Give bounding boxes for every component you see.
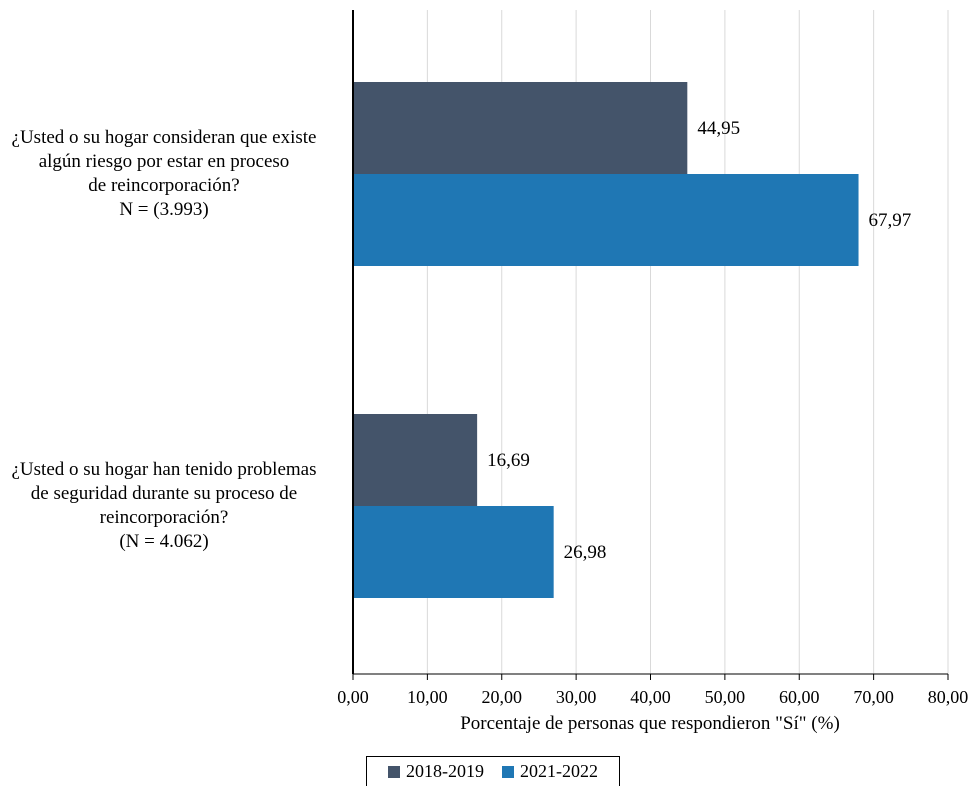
x-tick-label: 40,00 — [630, 687, 671, 707]
x-tick-label: 0,00 — [337, 687, 369, 707]
legend-label: 2021-2022 — [520, 761, 598, 781]
legend-item-2018-2019: 2018-2019 — [388, 761, 484, 782]
x-tick-label: 50,00 — [705, 687, 746, 707]
data-label: 44,95 — [697, 118, 740, 139]
x-axis-label: Porcentaje de personas que respondieron … — [460, 713, 840, 734]
legend: 2018-2019 2021-2022 — [366, 756, 620, 786]
bar-2021-2022-2 — [353, 506, 554, 598]
axes — [352, 10, 949, 680]
x-tick-label: 20,00 — [482, 687, 523, 707]
data-label: 16,69 — [487, 450, 530, 471]
data-label: 26,98 — [564, 542, 607, 563]
category-label-2: ¿Usted o su hogar han tenido problemas d… — [11, 459, 317, 552]
x-tick-label: 30,00 — [556, 687, 597, 707]
x-tick-labels: 0,00 10,00 20,00 30,00 40,00 50,00 60,00 70,00 8… — [337, 687, 968, 707]
x-tick-label: 80,00 — [928, 687, 969, 707]
bars — [353, 82, 859, 598]
legend-item-2021-2022: 2021-2022 — [502, 761, 598, 782]
x-tick-label: 10,00 — [407, 687, 448, 707]
bar-2021-2022-1 — [353, 174, 859, 266]
bar-2018-2019-1 — [353, 82, 688, 174]
legend-swatch — [502, 765, 514, 778]
bar-2018-2019-2 — [353, 414, 478, 506]
data-labels: 44,95 67,97 16,69 26,98 — [487, 118, 911, 563]
x-tick-label: 70,00 — [853, 687, 894, 707]
x-tick-label: 60,00 — [779, 687, 820, 707]
legend-label: 2018-2019 — [406, 761, 484, 781]
legend-swatch — [388, 765, 400, 778]
data-label: 67,97 — [869, 210, 912, 231]
category-label-1: ¿Usted o su hogar consideran que existe … — [11, 127, 317, 220]
